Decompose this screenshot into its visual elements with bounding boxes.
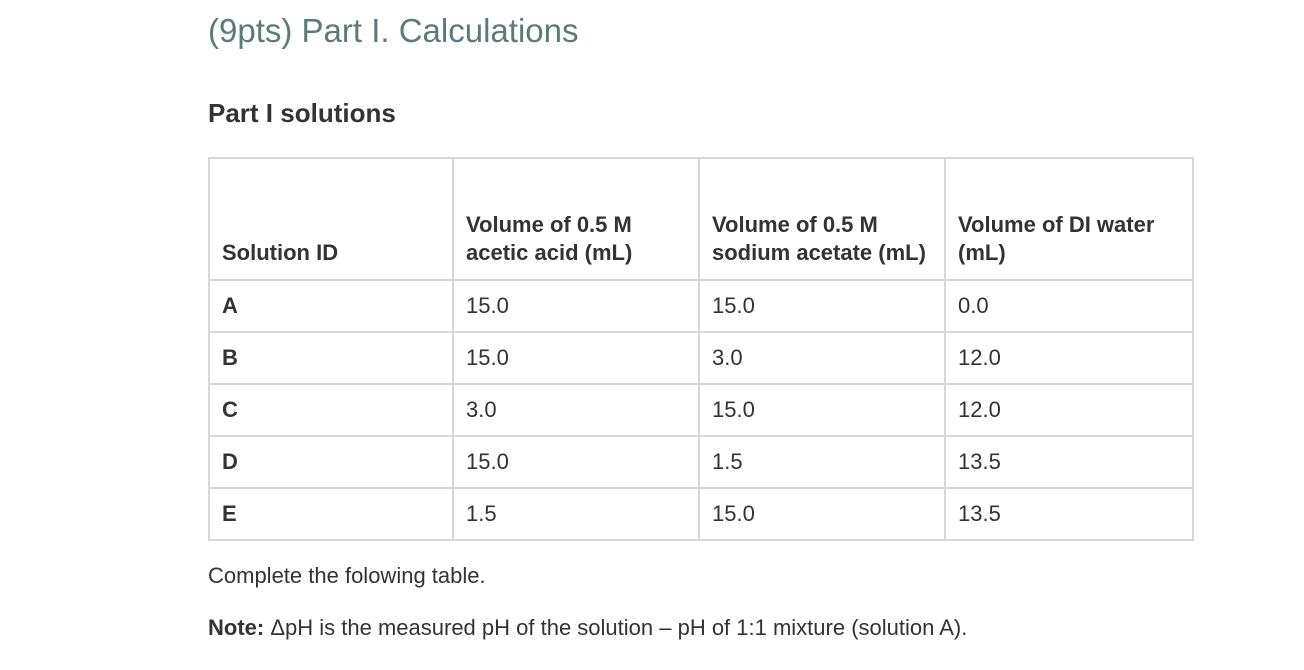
solution-id-cell: D: [208, 435, 454, 489]
table-cell: 0.0: [944, 279, 1194, 333]
table-cell: 12.0: [944, 383, 1194, 437]
table-cell: 15.0: [698, 487, 946, 541]
table-cell: 1.5: [698, 435, 946, 489]
solution-id-cell: A: [208, 279, 454, 333]
table-cell: 15.0: [698, 279, 946, 333]
table-row: E 1.5 15.0 13.5: [208, 487, 1194, 541]
solution-id-cell: B: [208, 331, 454, 385]
table-cell: 15.0: [452, 331, 700, 385]
note-paragraph: Note: ΔpH is the measured pH of the solu…: [208, 615, 967, 641]
part-subtitle: Part I solutions: [208, 98, 396, 128]
solution-id-cell: E: [208, 487, 454, 541]
table-cell: 15.0: [452, 435, 700, 489]
table-cell: 15.0: [698, 383, 946, 437]
table-row: B 15.0 3.0 12.0: [208, 331, 1194, 385]
column-header: Volume of 0.5 M acetic acid (mL): [452, 157, 700, 281]
table-row: D 15.0 1.5 13.5: [208, 435, 1194, 489]
table-cell: 3.0: [698, 331, 946, 385]
instruction-text: Complete the folowing table.: [208, 563, 486, 588]
column-header: Volume of 0.5 M sodium acetate (mL): [698, 157, 946, 281]
solution-id-cell: C: [208, 383, 454, 437]
table-cell: 13.5: [944, 487, 1194, 541]
table-cell: 13.5: [944, 435, 1194, 489]
section-title: (9pts) Part I. Calculations: [208, 12, 579, 49]
table-cell: 3.0: [452, 383, 700, 437]
note-text: ΔpH is the measured pH of the solution –…: [264, 615, 968, 640]
solutions-table: Solution ID Volume of 0.5 M acetic acid …: [208, 157, 1194, 541]
table-header-row: Solution ID Volume of 0.5 M acetic acid …: [208, 157, 1194, 281]
column-header: Volume of DI water (mL): [944, 157, 1194, 281]
column-header: Solution ID: [208, 157, 454, 281]
table-row: C 3.0 15.0 12.0: [208, 383, 1194, 437]
table-cell: 1.5: [452, 487, 700, 541]
note-label: Note:: [208, 615, 265, 640]
table-cell: 12.0: [944, 331, 1194, 385]
table-row: A 15.0 15.0 0.0: [208, 279, 1194, 333]
table-cell: 15.0: [452, 279, 700, 333]
